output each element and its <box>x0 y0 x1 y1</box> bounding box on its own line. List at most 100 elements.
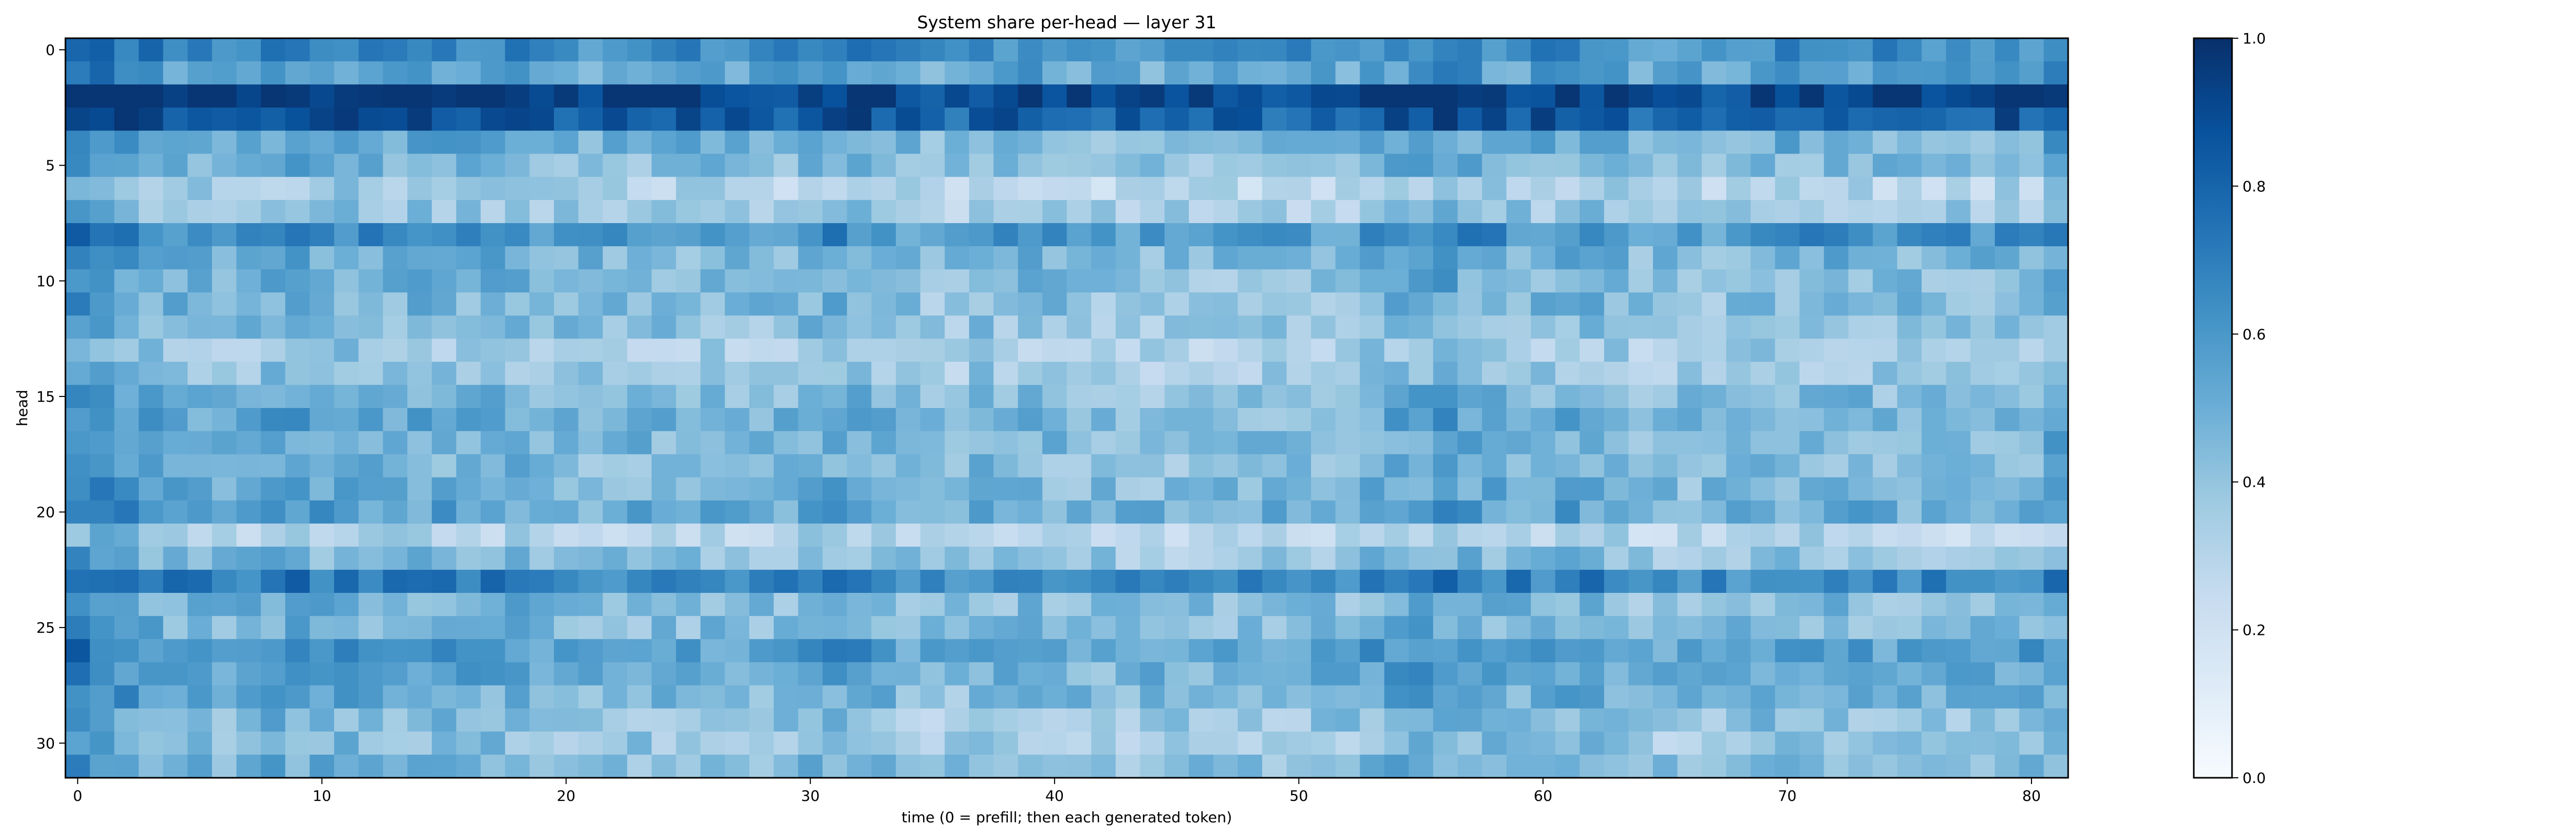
heatmap-cell <box>553 361 579 385</box>
heatmap-cell <box>1555 593 1580 616</box>
heatmap-cell <box>1042 754 1068 778</box>
heatmap-cell <box>1360 200 1385 224</box>
heatmap-cell <box>1726 177 1751 201</box>
heatmap-cell <box>1286 107 1312 131</box>
heatmap-cell <box>1238 223 1263 247</box>
heatmap-cell <box>1262 616 1287 639</box>
heatmap-cell <box>309 616 335 639</box>
heatmap-cell <box>700 130 726 155</box>
heatmap-cell <box>1311 130 1336 155</box>
heatmap-cell <box>1311 200 1336 224</box>
heatmap-cell <box>749 84 774 108</box>
heatmap-cell <box>407 546 432 570</box>
heatmap-cell <box>1311 546 1336 570</box>
heatmap-cell <box>505 61 530 85</box>
heatmap-cell <box>1213 130 1238 155</box>
heatmap-cell <box>1262 754 1287 778</box>
heatmap-cell <box>1164 754 1190 778</box>
heatmap-cell <box>1042 569 1068 593</box>
heatmap-cell <box>749 338 774 362</box>
heatmap-cell <box>676 153 701 178</box>
heatmap-cell <box>1018 593 1043 616</box>
heatmap-cell <box>261 616 286 639</box>
heatmap-cell <box>1482 454 1507 478</box>
heatmap-cell <box>847 292 872 316</box>
heatmap-cell <box>1140 269 1165 293</box>
x-tick-label: 70 <box>1778 787 1797 804</box>
heatmap-cell <box>895 130 921 155</box>
heatmap-cell <box>1995 616 2020 639</box>
heatmap-cell <box>138 107 164 131</box>
heatmap-cell <box>187 454 213 478</box>
heatmap-cell <box>212 754 237 778</box>
heatmap-cell <box>1189 477 1214 501</box>
heatmap-cell <box>1555 200 1580 224</box>
heatmap-cell <box>1555 708 1580 732</box>
heatmap-cell <box>1530 315 1556 339</box>
heatmap-cell <box>823 593 848 616</box>
heatmap-cell <box>2044 200 2069 224</box>
heatmap-cell <box>725 361 750 385</box>
heatmap-cell <box>1799 431 1825 455</box>
heatmap-cell <box>90 84 115 108</box>
heatmap-cell <box>1530 84 1556 108</box>
heatmap-cell <box>700 200 726 224</box>
heatmap-cell <box>1922 130 1947 155</box>
heatmap-cell <box>1628 593 1653 616</box>
heatmap-cell <box>1408 431 1434 455</box>
heatmap-cell <box>1384 685 1409 709</box>
heatmap-cell <box>1580 84 1605 108</box>
heatmap-cell <box>553 38 579 62</box>
heatmap-cell <box>1922 200 1947 224</box>
heatmap-cell <box>1311 593 1336 616</box>
heatmap-cell <box>578 246 603 270</box>
heatmap-cell <box>334 754 359 778</box>
heatmap-cell <box>334 593 359 616</box>
heatmap-cell <box>1530 223 1556 247</box>
heatmap-cell <box>871 431 896 455</box>
heatmap-cell <box>1067 384 1092 409</box>
heatmap-cell <box>969 177 994 201</box>
heatmap-cell <box>1555 315 1580 339</box>
heatmap-cell <box>261 685 286 709</box>
heatmap-cell <box>773 731 798 755</box>
heatmap-cell <box>2019 223 2044 247</box>
heatmap-cell <box>1262 639 1287 663</box>
heatmap-cell <box>1189 546 1214 570</box>
heatmap-cell <box>1922 523 1947 547</box>
heatmap-cell <box>65 384 91 409</box>
heatmap-cell <box>1238 685 1263 709</box>
heatmap-cell <box>1067 361 1092 385</box>
heatmap-cell <box>1580 200 1605 224</box>
heatmap-cell <box>1238 153 1263 178</box>
heatmap-cell <box>1042 523 1068 547</box>
heatmap-cell <box>1018 223 1043 247</box>
heatmap-cell <box>823 523 848 547</box>
heatmap-cell <box>1750 84 1775 108</box>
heatmap-cell <box>725 292 750 316</box>
heatmap-cell <box>2019 523 2044 547</box>
heatmap-cell <box>627 546 652 570</box>
heatmap-cell <box>1824 454 1849 478</box>
heatmap-cell <box>920 338 945 362</box>
heatmap-cell <box>1286 593 1312 616</box>
heatmap-cell <box>1628 731 1653 755</box>
heatmap-cell <box>480 546 506 570</box>
heatmap-cell <box>480 292 506 316</box>
heatmap-cell <box>1946 500 1971 524</box>
heatmap-cell <box>1702 408 1727 432</box>
heatmap-cell <box>138 523 164 547</box>
heatmap-cell <box>163 200 188 224</box>
heatmap-cell <box>749 61 774 85</box>
heatmap-cell <box>529 546 554 570</box>
heatmap-cell <box>1140 223 1165 247</box>
heatmap-cell <box>823 431 848 455</box>
heatmap-cell <box>969 546 994 570</box>
heatmap-cell <box>1091 338 1116 362</box>
heatmap-cell <box>553 315 579 339</box>
heatmap-cell <box>1555 639 1580 663</box>
heatmap-cell <box>1384 130 1409 155</box>
heatmap-cell <box>1922 754 1947 778</box>
heatmap-cell <box>969 246 994 270</box>
heatmap-cell <box>1506 431 1531 455</box>
